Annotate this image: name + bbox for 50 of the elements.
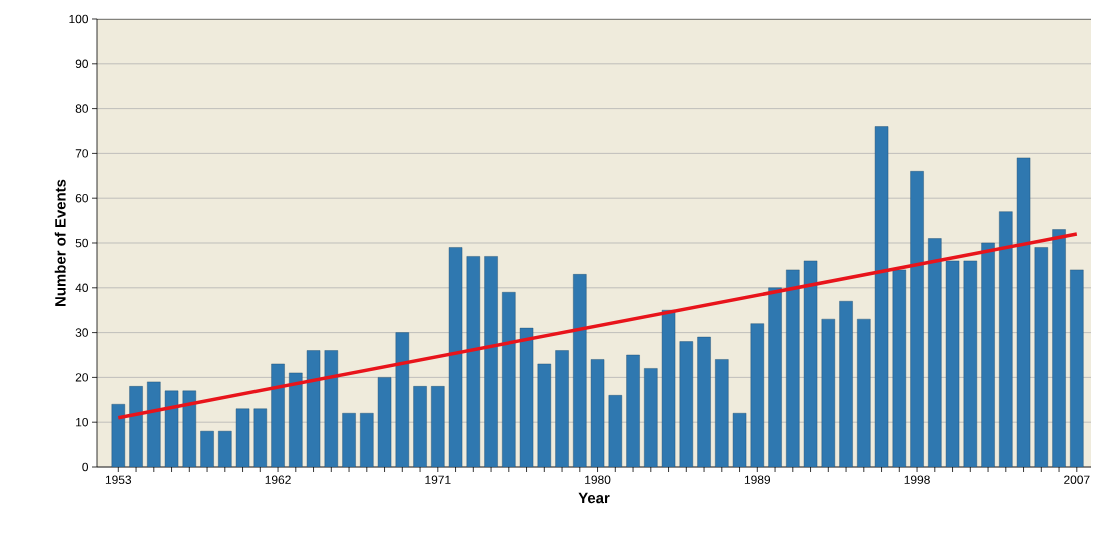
bar bbox=[697, 336, 711, 467]
x-tick-label: 2007 bbox=[1064, 475, 1090, 484]
bar bbox=[431, 386, 445, 467]
bar bbox=[839, 301, 853, 467]
x-tick-label: 1980 bbox=[585, 475, 611, 484]
bar bbox=[715, 359, 729, 467]
bar bbox=[502, 292, 516, 467]
x-tick-label: 1998 bbox=[904, 475, 930, 484]
bar bbox=[928, 238, 942, 467]
x-tick-label: 1971 bbox=[425, 475, 451, 484]
y-tick-label: 30 bbox=[75, 328, 89, 337]
bar bbox=[910, 171, 924, 467]
bar bbox=[750, 323, 765, 467]
y-tick-label: 50 bbox=[75, 238, 89, 248]
bar bbox=[466, 256, 480, 467]
bar bbox=[679, 341, 693, 467]
bar bbox=[892, 269, 907, 467]
y-axis-title: Number of Events bbox=[54, 179, 66, 306]
y-tick-label: 40 bbox=[75, 283, 89, 293]
bar bbox=[768, 287, 782, 467]
x-tick-label: 1953 bbox=[105, 475, 132, 484]
x-axis-title: Year bbox=[578, 492, 610, 504]
y-tick-label: 20 bbox=[75, 373, 89, 382]
bar bbox=[626, 354, 640, 467]
y-tick-label: 90 bbox=[75, 59, 89, 69]
y-tick-label: 60 bbox=[75, 193, 89, 203]
bar bbox=[963, 260, 978, 467]
bar bbox=[1052, 229, 1066, 467]
x-tick-label: 1962 bbox=[265, 475, 291, 484]
y-tick-label: 0 bbox=[82, 462, 89, 472]
bar bbox=[573, 274, 587, 467]
x-tick-label: 1989 bbox=[744, 475, 771, 484]
bar bbox=[786, 269, 800, 467]
bar bbox=[981, 242, 995, 467]
y-tick-label: 100 bbox=[69, 14, 89, 24]
bar bbox=[821, 318, 836, 467]
bar bbox=[1034, 247, 1049, 467]
bar bbox=[857, 318, 871, 467]
bar bbox=[999, 211, 1013, 467]
bar bbox=[484, 256, 498, 467]
bar bbox=[537, 363, 551, 467]
bar bbox=[608, 395, 622, 467]
y-tick-label: 80 bbox=[75, 104, 89, 113]
bar bbox=[555, 350, 569, 467]
bar bbox=[1070, 269, 1084, 467]
bar bbox=[413, 386, 427, 467]
bar bbox=[253, 408, 267, 467]
bar bbox=[644, 368, 658, 467]
y-tick-label: 70 bbox=[75, 149, 89, 158]
y-tick-label: 10 bbox=[76, 417, 89, 427]
